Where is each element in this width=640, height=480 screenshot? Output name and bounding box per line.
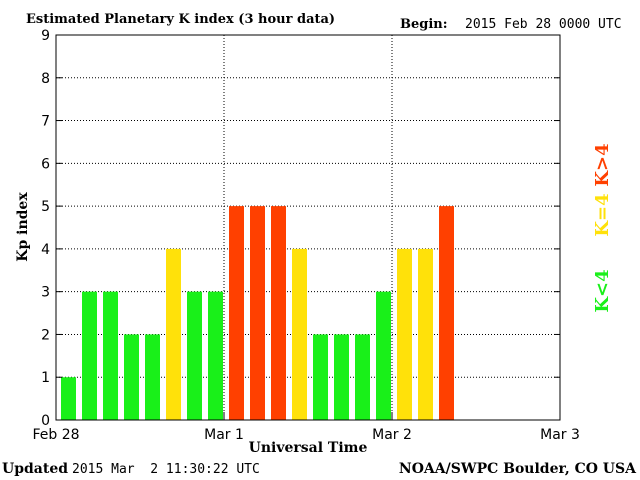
x-tick-label: Feb 28 [32,427,79,443]
updated-time: 2015 Mar 2 11:30:22 UTC [72,462,260,477]
bar-series [61,206,454,420]
kp-bar [145,334,160,420]
begin-label: Begin: [400,17,448,32]
updated-label: Updated [2,461,68,477]
y-tick-label: 8 [41,71,50,87]
kp-bar [124,334,139,420]
y-tick-label: 7 [41,114,50,130]
plot-frame [55,34,561,421]
kp-bar [82,291,97,420]
x-tick-label: Mar 3 [540,427,580,443]
x-tick-label: Mar 1 [204,427,244,443]
y-tick-label: 2 [41,327,50,343]
kp-bar [103,291,118,420]
chart-title: Estimated Planetary K index (3 hour data… [26,12,335,27]
y-tick-label: 0 [41,413,50,429]
kp-bar [271,206,286,420]
x-axis-label: Universal Time [249,440,368,456]
legend-mid: K=4 [592,193,613,236]
y-tick-label: 6 [41,156,50,172]
begin-date: 2015 Feb 28 0000 UTC [465,17,622,32]
kp-bar [229,206,244,420]
kp-bar [439,206,454,420]
x-tick-label: Mar 2 [372,427,412,443]
kp-bar [292,248,307,420]
legend-low: K<4 [592,269,613,312]
y-tick-label: 1 [41,370,50,386]
legend-high: K>4 [592,143,613,186]
y-axis-label: Kp index [15,192,31,262]
kp-bar [355,334,370,420]
grid-lines [56,35,560,420]
y-tick-label: 9 [41,28,50,44]
y-tick-label: 5 [41,199,50,215]
kp-bar [376,291,391,420]
kp-bar [250,206,265,420]
kp-bar [397,248,412,420]
y-tick-label: 4 [41,242,50,258]
kp-bar [208,291,223,420]
credit-text: NOAA/SWPC Boulder, CO USA [399,461,637,477]
kp-bar [187,291,202,420]
kp-bar [61,377,76,420]
kp-bar [334,334,349,420]
kp-bar [166,248,181,420]
x-ticks: Feb 28 Mar 1 Mar 2 Mar 3 [32,412,580,443]
y-tick-label: 3 [41,285,50,301]
kp-bar [313,334,328,420]
kp-bar [418,248,433,420]
y-ticks: 0 1 2 3 4 5 6 7 8 9 [41,28,560,429]
